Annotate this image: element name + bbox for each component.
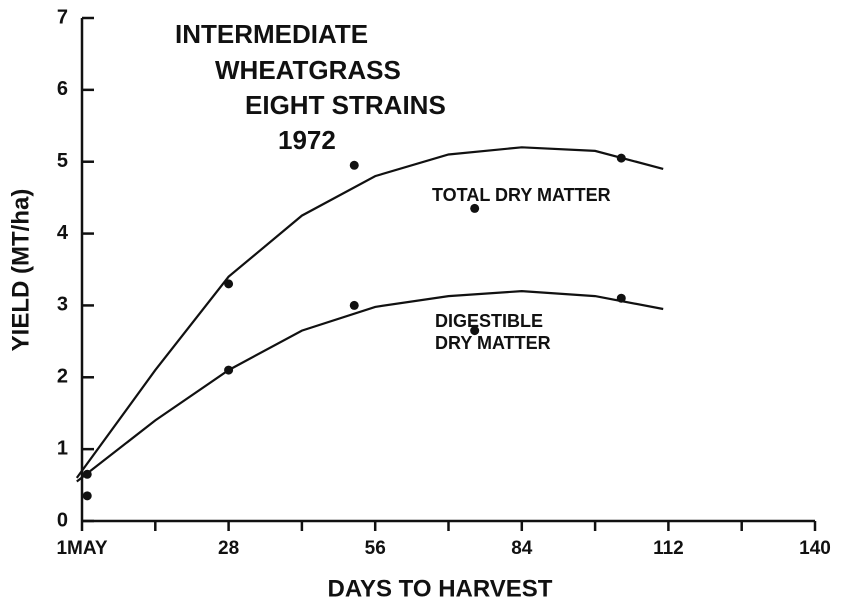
- x-tick-label: 112: [653, 538, 684, 559]
- title-line: 1972: [278, 125, 336, 155]
- annotation: DIGESTIBLE: [435, 311, 543, 331]
- fit-curve: [75, 146, 664, 479]
- y-tick-label: 0: [57, 509, 68, 531]
- x-tick-label: 84: [511, 538, 533, 559]
- x-tick-label: 140: [799, 538, 831, 559]
- data-point: [349, 160, 359, 170]
- data-point: [616, 153, 626, 163]
- y-tick-label: 7: [57, 6, 68, 28]
- data-point: [470, 203, 480, 213]
- y-tick-label: 6: [57, 78, 68, 100]
- data-point: [82, 491, 92, 501]
- y-tick-label: 3: [57, 294, 68, 316]
- x-tick-label: 56: [365, 538, 386, 559]
- data-point: [349, 300, 359, 310]
- data-point: [224, 279, 234, 289]
- x-tick-label: 28: [218, 538, 239, 559]
- y-tick-label: 4: [57, 222, 69, 244]
- y-axis-title: YIELD (MT/ha): [7, 189, 34, 352]
- title-line: EIGHT STRAINS: [245, 90, 446, 120]
- x-tick-label: 1MAY: [56, 538, 107, 559]
- data-point: [470, 326, 480, 336]
- annotation: TOTAL DRY MATTER: [432, 185, 611, 205]
- x-axis-title: DAYS TO HARVEST: [328, 575, 553, 602]
- fit-curve: [76, 289, 664, 483]
- title-line: INTERMEDIATE: [175, 19, 368, 49]
- annotation: DRY MATTER: [435, 333, 551, 353]
- data-point: [616, 293, 626, 303]
- y-tick-label: 1: [57, 437, 68, 459]
- data-point: [224, 365, 234, 375]
- y-tick-label: 2: [57, 366, 68, 388]
- title-line: WHEATGRASS: [215, 55, 401, 85]
- y-tick-label: 5: [57, 150, 68, 172]
